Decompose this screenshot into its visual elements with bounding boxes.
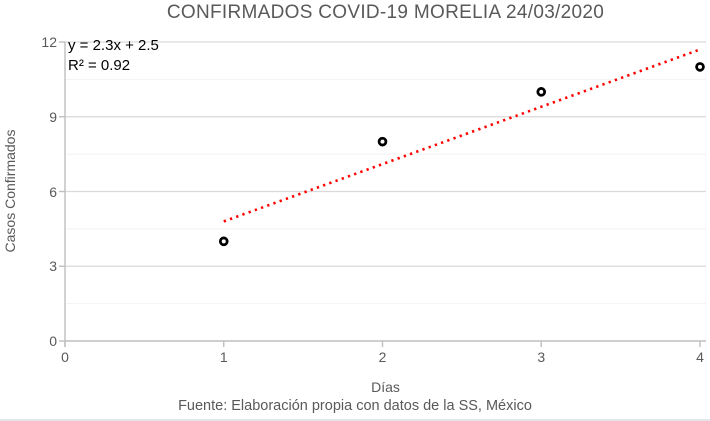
data-point-marker: [218, 236, 229, 247]
trendline-equation: y = 2.3x + 2.5: [68, 37, 159, 54]
chart-title: CONFIRMADOS COVID-19 MORELIA 24/03/2020: [166, 2, 605, 23]
x-tick-label: 2: [378, 349, 387, 365]
data-point-marker: [377, 136, 388, 147]
x-axis-title: Días: [371, 379, 400, 395]
trendline-r-squared: R² = 0.92: [68, 57, 131, 74]
y-tick-label: 12: [41, 34, 57, 50]
trendline-equation-annotation: y = 2.3x + 2.5 R² = 0.92: [68, 36, 159, 76]
x-tick-label: 1: [219, 349, 228, 365]
data-point-marker: [695, 62, 705, 72]
y-tick-label: 9: [49, 108, 57, 125]
data-point-marker: [536, 87, 547, 97]
x-tick-label: 3: [537, 349, 546, 365]
x-tick-label: 0: [61, 349, 69, 365]
y-tick-label: 3: [49, 258, 57, 275]
source-caption: Fuente: Elaboración propia con datos de …: [178, 398, 532, 414]
y-tick-label: 6: [49, 183, 57, 200]
trendline: [223, 48, 699, 223]
x-tick-label: 4: [696, 349, 704, 365]
y-axis-title: Casos Confirmados: [2, 129, 18, 253]
y-tick-label: 0: [49, 333, 57, 349]
